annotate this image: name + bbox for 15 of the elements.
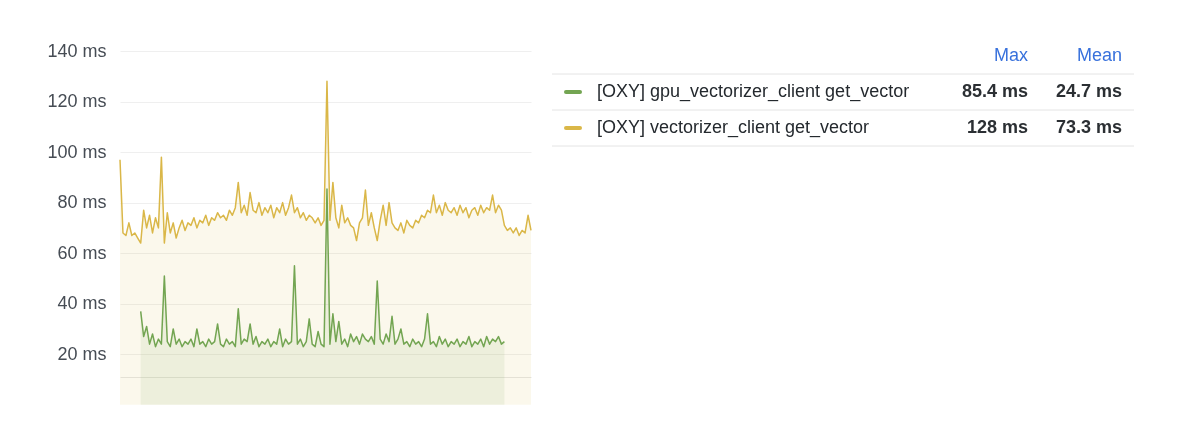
y-tick-label: 40 ms [57,293,107,314]
y-tick-label: 100 ms [47,141,107,162]
legend-label: [OXY] gpu_vectorizer_client get_vector [597,81,910,102]
y-tick-label: 140 ms [47,40,107,61]
y-tick-label: 80 ms [57,192,107,213]
text: 128 ms [966,117,1028,137]
text: Max [993,45,1028,65]
text: 73.3 ms [1055,117,1122,137]
text: Mean [1076,45,1122,65]
y-tick-label: 60 ms [57,242,107,263]
text: 85.4 ms [961,81,1028,101]
y-tick-label: 20 ms [57,343,107,364]
legend-label: [OXY] vectorizer_client get_vector [597,117,870,138]
y-tick-label: 120 ms [47,91,107,112]
text: 24.7 ms [1055,81,1122,101]
